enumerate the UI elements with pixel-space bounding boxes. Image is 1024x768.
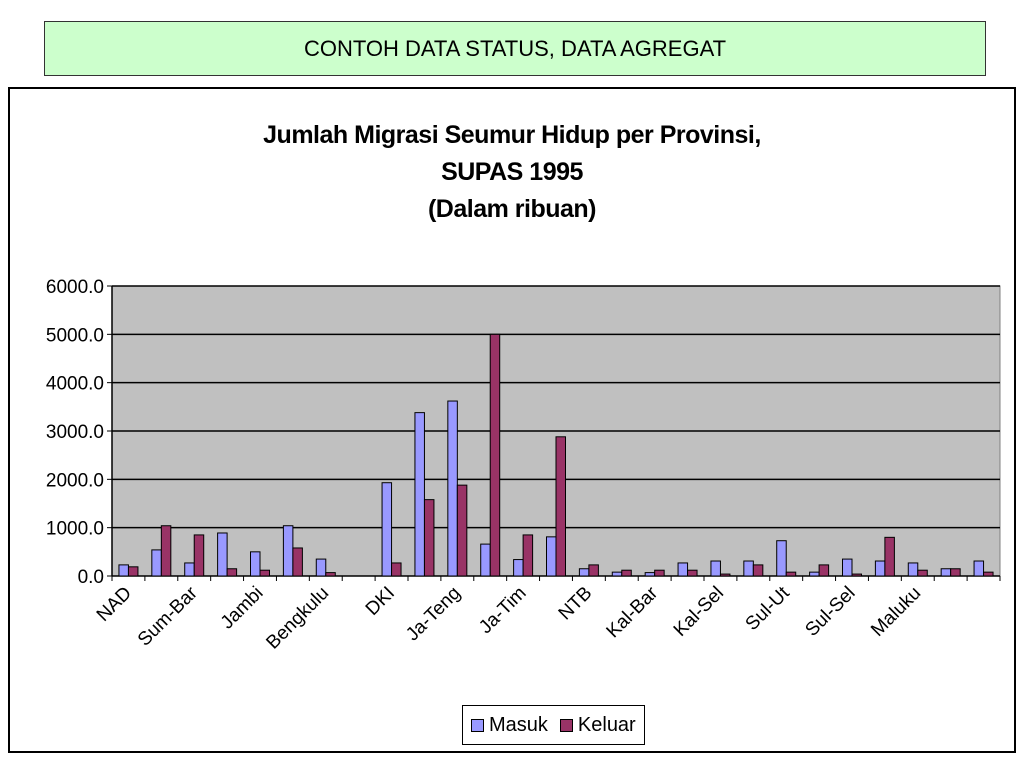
chart-title-line-1: Jumlah Migrasi Seumur Hidup per Provinsi…: [263, 121, 761, 149]
bar-keluar: [950, 568, 961, 577]
bar-keluar: [292, 547, 303, 577]
bar-masuk: [677, 562, 689, 577]
bar-keluar: [588, 564, 599, 577]
chart-frame: Jumlah Migrasi Seumur Hidup per Provinsi…: [8, 87, 1016, 753]
y-tick-label: 2000.0: [46, 470, 104, 491]
bar-masuk: [546, 536, 557, 577]
bar-keluar: [752, 564, 764, 577]
bar-masuk: [480, 543, 491, 577]
legend-label-masuk: Masuk: [489, 713, 548, 736]
chart-title-line-2: SUPAS 1995: [441, 158, 583, 186]
bar-masuk: [809, 571, 820, 577]
bar-keluar: [654, 569, 665, 577]
bar-keluar: [818, 564, 830, 577]
legend-label-keluar: Keluar: [577, 713, 636, 736]
bar-masuk: [513, 559, 524, 577]
legend-item-masuk: Masuk: [471, 714, 548, 737]
bar-masuk: [710, 560, 721, 577]
chart-title: Jumlah Migrasi Seumur Hidup per Provinsi…: [10, 117, 1014, 228]
bar-keluar: [884, 536, 895, 577]
x-tick-label: DKI: [362, 583, 399, 620]
bar-keluar: [785, 571, 797, 577]
x-tick-label: NAD: [93, 583, 136, 626]
bar-keluar: [983, 571, 994, 577]
bar-masuk: [578, 568, 590, 577]
bar-keluar: [851, 573, 862, 577]
x-tick-label: Ja-Teng: [402, 583, 465, 646]
x-tick-label: Kal-Sel: [670, 583, 728, 641]
bar-masuk: [940, 568, 952, 577]
bar-masuk: [842, 558, 853, 577]
bar-keluar: [555, 436, 566, 577]
bar-keluar: [423, 499, 435, 577]
chart-title-line-3: (Dalam ribuan): [427, 195, 597, 223]
x-tick-label: Sul-Ut: [742, 582, 795, 635]
y-tick-label: 6000.0: [46, 277, 104, 298]
bar-masuk: [282, 525, 294, 577]
bar-keluar: [193, 534, 205, 577]
bar-keluar: [621, 569, 632, 577]
y-tick-label: 3000.0: [46, 422, 104, 443]
bar-masuk: [743, 560, 754, 577]
chart-legend: Masuk Keluar: [462, 705, 645, 745]
bar-keluar: [226, 568, 238, 577]
bar-keluar: [127, 566, 139, 577]
bar-keluar: [391, 562, 402, 577]
bar-masuk: [644, 572, 656, 577]
bar-masuk: [184, 562, 195, 577]
bar-masuk: [414, 412, 425, 577]
bar-masuk: [611, 571, 623, 577]
bar-keluar: [325, 572, 336, 577]
x-tick-label: Kal-Bar: [603, 582, 663, 642]
x-tick-label: NTB: [555, 583, 597, 625]
legend-swatch-masuk: [471, 718, 484, 732]
legend-item-keluar: Keluar: [559, 713, 636, 737]
x-tick-label: Jambi: [217, 583, 268, 634]
bar-keluar: [259, 569, 270, 577]
bar-keluar: [522, 534, 534, 577]
bar-masuk: [874, 560, 886, 577]
bar-keluar: [456, 484, 468, 577]
bar-masuk: [381, 482, 393, 577]
y-tick-label: 1000.0: [46, 519, 104, 540]
bar-keluar: [917, 569, 928, 577]
bar-masuk: [973, 560, 985, 577]
bar-masuk: [447, 400, 458, 577]
x-tick-label: Maluku: [867, 583, 925, 641]
bar-keluar: [160, 525, 172, 577]
bar-masuk: [217, 532, 228, 577]
x-tick-label: Bengkulu: [262, 583, 333, 654]
bar-masuk: [118, 564, 129, 577]
bar-keluar: [719, 573, 731, 577]
bar-keluar: [687, 569, 698, 577]
bar-masuk: [907, 562, 919, 577]
bar-masuk: [250, 551, 261, 577]
legend-swatch-keluar: [559, 718, 573, 732]
y-tick-label: 4000.0: [46, 374, 104, 395]
x-tick-label: Ja-Tim: [475, 583, 530, 638]
bar-masuk: [151, 549, 162, 577]
bar-masuk: [315, 558, 327, 577]
bar-masuk: [776, 540, 787, 577]
slide-title: CONTOH DATA STATUS, DATA AGREGAT: [44, 21, 986, 76]
bar-keluar: [489, 333, 501, 577]
x-tick-label: Sum-Bar: [134, 582, 202, 650]
x-tick-label: Sul-Sel: [801, 583, 859, 641]
bar-chart: 0.0 1000.0 2000.0 3000.0 4000.0 5000.0 6000.0 N…: [46, 277, 1001, 654]
y-tick-label: 5000.0: [46, 325, 104, 346]
y-tick-label: 0.0: [78, 567, 104, 588]
